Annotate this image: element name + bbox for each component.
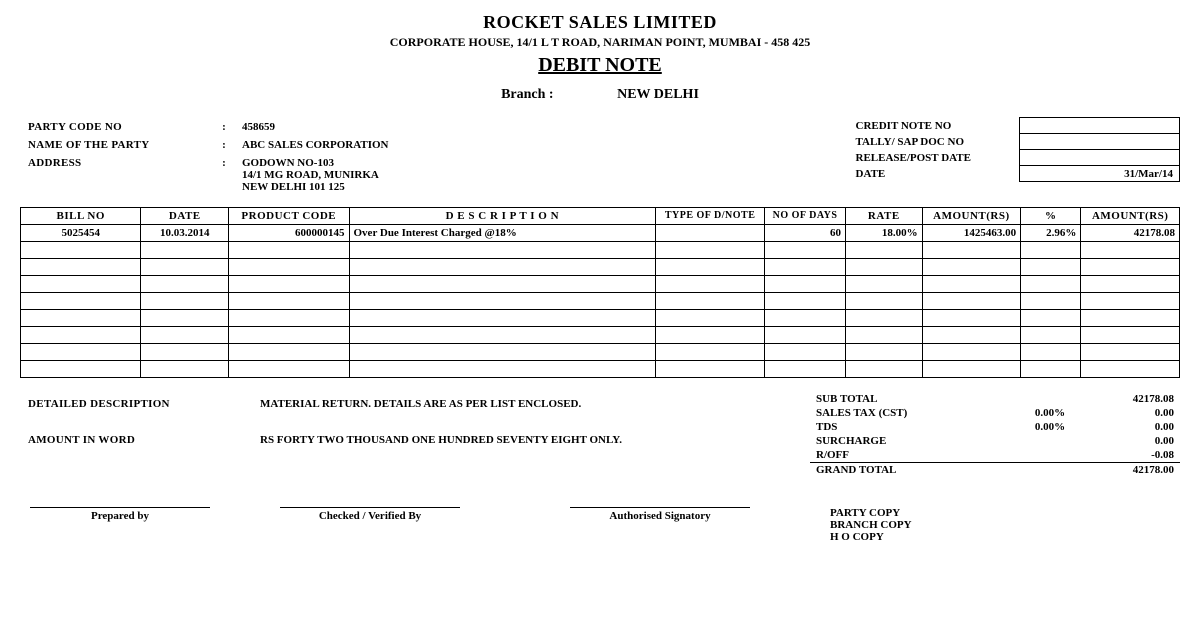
tds-label: TDS: [810, 420, 984, 434]
prepared-by: Prepared by: [20, 507, 220, 543]
surcharge-value: 0.00: [1071, 434, 1180, 448]
col-type: TYPE OF D/NOTE: [656, 208, 765, 225]
branch-copy: BRANCH COPY: [830, 519, 912, 531]
party-copy: PARTY COPY: [830, 507, 912, 519]
table-row: [21, 327, 1180, 344]
table-row: [21, 259, 1180, 276]
branch-row: Branch : NEW DELHI: [20, 87, 1180, 103]
doc-info: CREDIT NOTE NO TALLY/ SAP DOC NO RELEASE…: [750, 117, 1180, 197]
checked-by: Checked / Verified By: [220, 507, 520, 543]
date-value: 31/Mar/14: [1020, 166, 1180, 182]
col-pct: %: [1021, 208, 1081, 225]
tds-pct: 0.00%: [984, 420, 1071, 434]
col-amt1: AMOUNT(RS): [922, 208, 1021, 225]
cst-label: SALES TAX (CST): [810, 406, 984, 420]
tds-value: 0.00: [1071, 420, 1180, 434]
table-row: 502545410.03.2014600000145Over Due Inter…: [21, 225, 1180, 242]
table-row: [21, 344, 1180, 361]
branch-label: Branch :: [501, 87, 554, 103]
subtotal-value: 42178.08: [1071, 392, 1180, 406]
branch-value: NEW DELHI: [617, 87, 699, 103]
date-label: DATE: [850, 166, 1020, 182]
items-header-row: BILL NO DATE PRODUCT CODE D E S C R I P …: [21, 208, 1180, 225]
col-prod: PRODUCT CODE: [229, 208, 349, 225]
company-address: CORPORATE HOUSE, 14/1 L T ROAD, NARIMAN …: [20, 35, 1180, 50]
roff-value: -0.08: [1071, 448, 1180, 463]
table-row: [21, 293, 1180, 310]
authorised-signatory: Authorised Signatory: [520, 507, 800, 543]
amount-word-label: AMOUNT IN WORD: [22, 430, 252, 450]
footer-descriptions: DETAILED DESCRIPTION MATERIAL RETURN. DE…: [20, 392, 810, 477]
copy-labels: PARTY COPY BRANCH COPY H O COPY: [830, 507, 912, 543]
cst-pct: 0.00%: [984, 406, 1071, 420]
party-address: GODOWN NO-103 14/1 MG ROAD, MUNIRKA NEW …: [236, 155, 556, 195]
totals-block: SUB TOTAL 42178.08 SALES TAX (CST) 0.00%…: [810, 392, 1180, 477]
items-table: BILL NO DATE PRODUCT CODE D E S C R I P …: [20, 207, 1180, 378]
party-name: ABC SALES CORPORATION: [236, 137, 556, 153]
amount-word-value: RS FORTY TWO THOUSAND ONE HUNDRED SEVENT…: [254, 430, 734, 450]
ho-copy: H O COPY: [830, 531, 912, 543]
cst-value: 0.00: [1071, 406, 1180, 420]
subtotal-label: SUB TOTAL: [810, 392, 984, 406]
party-address-label: ADDRESS: [22, 155, 212, 195]
detail-desc-value: MATERIAL RETURN. DETAILS ARE AS PER LIST…: [254, 394, 734, 414]
party-code-label: PARTY CODE NO: [22, 119, 212, 135]
col-bill: BILL NO: [21, 208, 141, 225]
table-row: [21, 242, 1180, 259]
table-row: [21, 361, 1180, 378]
grand-value: 42178.00: [1071, 463, 1180, 478]
surcharge-label: SURCHARGE: [810, 434, 984, 448]
col-days: NO OF DAYS: [765, 208, 846, 225]
document-title: DEBIT NOTE: [20, 54, 1180, 77]
tally-value: [1020, 134, 1180, 150]
grand-label: GRAND TOTAL: [810, 463, 984, 478]
table-row: [21, 310, 1180, 327]
col-desc: D E S C R I P T I O N: [349, 208, 656, 225]
credit-note-label: CREDIT NOTE NO: [850, 118, 1020, 134]
roff-label: R/OFF: [810, 448, 984, 463]
party-code: 458659: [236, 119, 556, 135]
party-info: PARTY CODE NO : 458659 NAME OF THE PARTY…: [20, 117, 750, 197]
col-rate: RATE: [845, 208, 922, 225]
credit-note-value: [1020, 118, 1180, 134]
detail-desc-label: DETAILED DESCRIPTION: [22, 394, 252, 414]
tally-label: TALLY/ SAP DOC NO: [850, 134, 1020, 150]
col-amt2: AMOUNT(RS): [1081, 208, 1180, 225]
document-header: ROCKET SALES LIMITED CORPORATE HOUSE, 14…: [20, 12, 1180, 103]
company-name: ROCKET SALES LIMITED: [20, 12, 1180, 33]
release-label: RELEASE/POST DATE: [850, 150, 1020, 166]
party-name-label: NAME OF THE PARTY: [22, 137, 212, 153]
col-date: DATE: [141, 208, 229, 225]
release-value: [1020, 150, 1180, 166]
table-row: [21, 276, 1180, 293]
